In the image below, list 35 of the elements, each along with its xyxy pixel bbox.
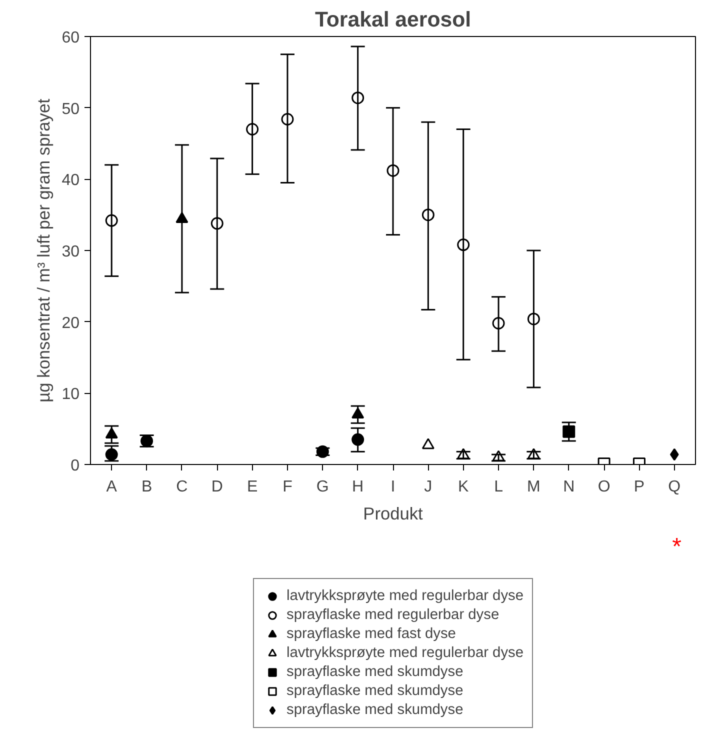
y-tick-label: 50 [62,100,80,118]
x-tick-label: B [141,478,152,496]
x-tick-label: I [390,478,396,496]
x-tick-label: K [458,478,470,496]
legend-label: sprayflaske med skumdyse [286,700,464,718]
x-tick-label: C [176,478,188,496]
x-tick-label: O [598,478,610,496]
legend-label: sprayflaske med skumdyse [286,662,464,680]
x-tick-label: F [282,478,293,496]
x-axis-title: Produkt [363,504,424,524]
x-tick-label: N [563,478,575,496]
legend-label: sprayflaske med fast dyse [286,624,456,642]
legend-label: sprayflaske med skumdyse [286,682,464,700]
y-tick-label: 30 [62,244,80,260]
x-tick-label: L [494,478,504,496]
x-tick-label: P [634,478,645,496]
x-tick-label: E [246,478,258,496]
y-tick-label: 60 [62,30,80,46]
text: * [672,534,682,560]
x-tick-label: Q [668,478,681,496]
legend-label: sprayflaske med regulerbar dyse [286,606,500,624]
legend-label: lavtrykksprøyte med regulerbar dyse [286,644,524,662]
y-tick-label: 0 [70,458,80,474]
x-tick-label: A [106,478,118,496]
legend-label: lavtrykksprøyte med regulerbar dyse [286,586,524,604]
x-tick-label: D [211,478,223,496]
x-tick-label: M [527,478,540,496]
x-tick-label: J [424,478,432,496]
y-axis-title: µg konsentrat / m³ luft per gram sprayet [34,98,54,402]
y-tick-label: 10 [62,386,80,404]
y-tick-label: 20 [62,314,80,332]
chart-title: Torakal aerosol [314,8,472,32]
y-tick-label: 40 [62,172,80,190]
x-tick-label: G [316,478,329,496]
x-tick-label: H [352,478,364,496]
